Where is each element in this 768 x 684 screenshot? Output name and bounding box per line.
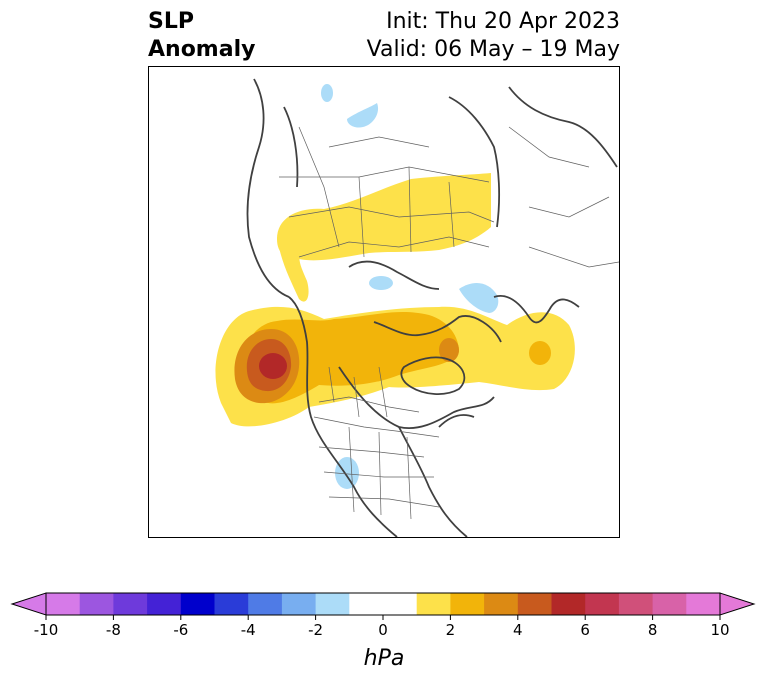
positive-anomaly-northern-eurasia: [277, 173, 491, 261]
colorbar-tick-label: 4: [513, 621, 523, 639]
anomaly-map: [148, 66, 620, 538]
colorbar-tick-label: 8: [648, 621, 658, 639]
colorbar-segment: [281, 593, 317, 615]
colorbar-extend-high: [719, 592, 756, 616]
colorbar-segment: [46, 593, 81, 615]
map-title: SLP Anomaly: [148, 8, 255, 64]
colorbar-segment: [349, 593, 384, 615]
positive-anomaly-pacific-core: [259, 353, 287, 379]
colorbar-tick-label: -2: [308, 621, 323, 639]
valid-range: Valid: 06 May – 19 May: [366, 37, 620, 62]
colorbar-tick-label: -10: [34, 621, 59, 639]
positive-anomaly-atlantic-core: [529, 341, 551, 365]
negative-anomaly-arctic: [459, 283, 499, 313]
colorbar-tick-label: -8: [106, 621, 121, 639]
colorbar-segment: [652, 593, 687, 615]
colorbar-segment: [416, 593, 451, 615]
map-title-line1: SLP: [148, 9, 194, 34]
forecast-dates: Init: Thu 20 Apr 2023 Valid: 06 May – 19…: [367, 8, 620, 64]
colorbar-tick-label: 10: [710, 621, 729, 639]
colorbar-segment: [618, 593, 654, 615]
colorbar-segment: [79, 593, 114, 615]
colorbar-segment: [517, 593, 552, 615]
colorbar-segment: [147, 593, 182, 615]
colorbar-segment: [484, 593, 519, 615]
positive-anomaly-eurasia-tail: [277, 237, 309, 302]
negative-anomaly-siberia: [347, 103, 379, 128]
colorbar-segment: [383, 593, 418, 615]
colorbar-segment: [686, 593, 721, 615]
colorbar-tick-label: -6: [173, 621, 188, 639]
borders: [279, 126, 619, 520]
colorbar-segment: [214, 593, 249, 615]
map-canvas: [215, 78, 619, 537]
colorbar-segment: [248, 593, 283, 615]
negative-anomaly-us-plains: [335, 457, 359, 489]
colorbar-tick-label: -4: [241, 621, 256, 639]
colorbar-unit-label: hPa: [363, 646, 405, 671]
colorbar-tick-label: 0: [378, 621, 388, 639]
positive-anomaly-greenland-core: [439, 338, 459, 362]
colorbar-segment: [180, 593, 215, 615]
colorbar-segment: [450, 593, 485, 615]
negative-anomaly-barents: [369, 276, 393, 290]
colorbar-tick-label: 2: [446, 621, 456, 639]
colorbar-extend-low: [10, 592, 47, 616]
colorbar: -10 -8 -6 -4 -2 0 2 4 6 8 10: [10, 592, 756, 639]
colorbar-segment: [585, 593, 620, 615]
colorbar-segment: [315, 593, 350, 615]
init-date: Init: Thu 20 Apr 2023: [386, 9, 620, 34]
colorbar-segment: [551, 593, 586, 615]
map-title-line2: Anomaly: [148, 37, 256, 62]
negative-anomaly-kamchatka: [321, 84, 333, 102]
colorbar-tick-label: 6: [580, 621, 590, 639]
colorbar-segment: [113, 593, 148, 615]
